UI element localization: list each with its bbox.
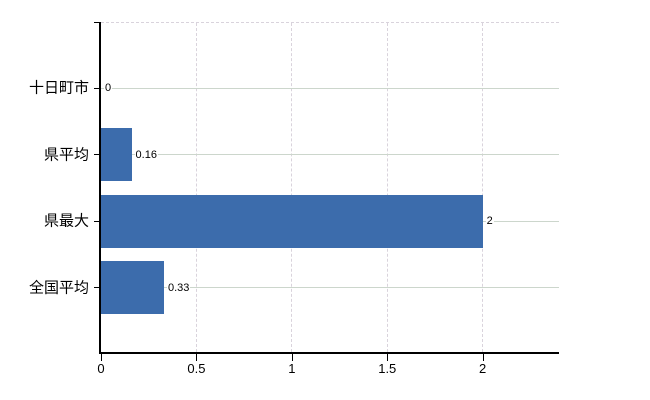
x-tick-label: 0	[97, 361, 105, 376]
x-tick-label: 1	[288, 361, 296, 376]
category-label: 十日町市	[28, 79, 89, 97]
y-axis-tick	[94, 287, 100, 289]
x-axis-tick	[387, 354, 389, 361]
x-axis-tick	[482, 354, 484, 361]
x-axis-tick	[196, 354, 198, 361]
y-axis-tick	[94, 154, 100, 156]
y-gridline	[101, 287, 559, 289]
x-axis-line	[99, 352, 559, 354]
value-label: 0.33	[166, 281, 191, 294]
x-axis-tick	[291, 354, 293, 361]
bar	[101, 194, 483, 248]
x-tick-label: 2	[479, 361, 487, 376]
x-tick-label: 1.5	[378, 361, 397, 376]
category-label: 県最大	[43, 212, 89, 230]
bar	[101, 128, 132, 182]
y-axis-tick	[94, 220, 100, 222]
x-gridline	[386, 23, 388, 352]
x-tick-label: 0.5	[187, 361, 206, 376]
plot-area: 0 0.16 2 0.33	[101, 22, 559, 354]
bar	[101, 261, 164, 315]
y-axis-line	[99, 22, 101, 354]
x-gridline	[482, 23, 484, 352]
x-gridline	[291, 23, 293, 352]
y-gridline	[101, 87, 559, 89]
value-label: 2	[485, 215, 494, 228]
x-axis-tick	[101, 354, 102, 361]
value-label: 0.16	[134, 148, 158, 161]
x-gridline	[195, 23, 197, 352]
value-label: 0	[104, 82, 113, 95]
category-label: 全国平均	[28, 279, 89, 297]
y-axis-top-tick	[94, 22, 100, 23]
y-axis-tick	[94, 87, 100, 89]
y-gridline	[101, 154, 559, 156]
category-label: 県平均	[43, 146, 89, 164]
plot-top-border	[101, 22, 559, 23]
